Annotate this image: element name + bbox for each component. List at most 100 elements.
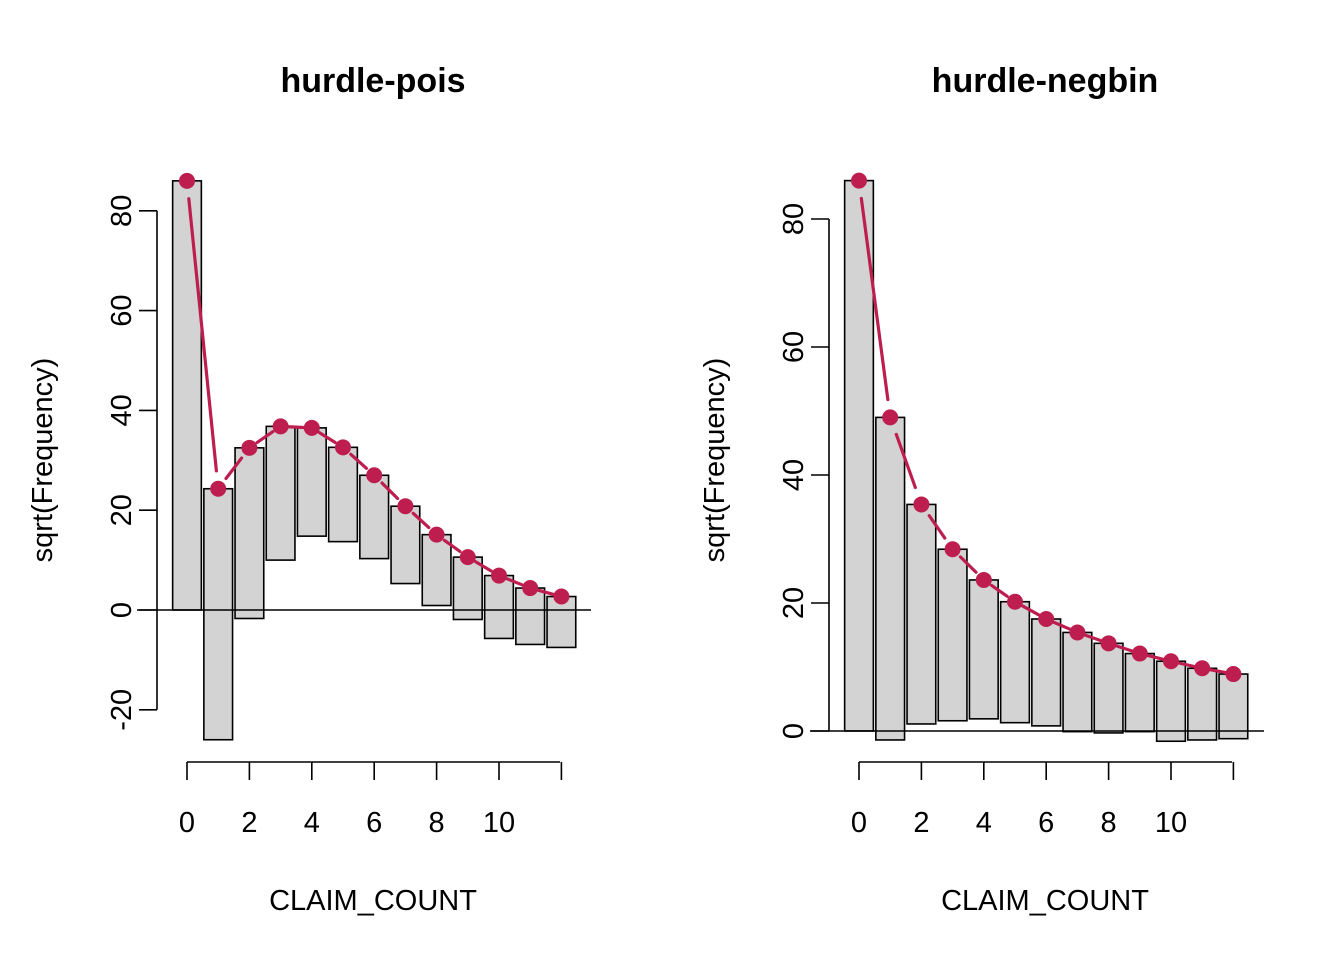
expected-point-4: [975, 571, 992, 588]
expected-point-5: [1007, 593, 1023, 610]
x-tick-label-4: 4: [976, 807, 992, 839]
expected-line-segment-9: [1145, 653, 1165, 661]
y-tick-label-40: 40: [106, 394, 138, 426]
bar-0: [843, 179, 875, 732]
x-tick-label-6: 6: [366, 807, 382, 839]
expected-line-segment-7: [1083, 633, 1103, 643]
expected-point-8: [428, 526, 445, 543]
expected-line-segment-10: [1177, 661, 1197, 669]
x-tick-label-8: 8: [1101, 807, 1117, 839]
bar-1: [203, 487, 234, 741]
expected-line-segment-1: [894, 432, 917, 490]
bar-11: [515, 587, 546, 646]
expected-line-segment-3: [958, 555, 978, 574]
expected-line-segment-0: [187, 197, 218, 473]
bar-0: [171, 180, 203, 611]
expected-line-segment-7: [411, 511, 431, 530]
bar-12: [1218, 673, 1249, 740]
panel-hurdle-pois: hurdle-pois -20 0 20 40 60 80 0 2 4 6 8 10 CLAIM_COUN…: [27, 62, 591, 917]
y-tick-label-80: 80: [778, 203, 810, 235]
expected-point-9: [1131, 645, 1148, 662]
y-tick-label-0: 0: [106, 602, 138, 618]
bar-1: [875, 416, 906, 741]
bar-9: [1124, 652, 1155, 733]
x-tick-label-0: 0: [179, 807, 195, 839]
y-axis-label: sqrt(Frequency): [27, 358, 59, 563]
x-tick-label-8: 8: [429, 807, 445, 839]
expected-line-segment-6: [380, 481, 400, 501]
bar-2: [906, 503, 937, 725]
expected-line-segment-11: [1208, 668, 1228, 675]
expected-point-0: [179, 172, 195, 189]
bar-3: [937, 548, 968, 722]
expected-point-10: [1163, 653, 1179, 670]
bar-9: [452, 556, 483, 621]
expected-line-segment-8: [442, 538, 462, 554]
expected-line-segment-2: [255, 430, 275, 445]
expected-point-0: [851, 172, 867, 189]
expected-point-6: [366, 467, 383, 484]
expected-line-segment-0: [859, 196, 890, 402]
chart-title: hurdle-pois: [280, 62, 465, 100]
expected-point-4: [303, 419, 320, 436]
bar-6: [359, 474, 390, 560]
expected-line-segment-6: [1052, 620, 1072, 631]
x-axis-label: CLAIM_COUNT: [941, 885, 1149, 917]
x-tick-label-2: 2: [241, 807, 257, 839]
bar-12: [546, 595, 577, 649]
expected-point-12: [1225, 666, 1242, 683]
expected-point-8: [1100, 635, 1117, 652]
bar-3: [265, 425, 296, 561]
bar-7: [390, 505, 421, 585]
expected-point-2: [241, 439, 258, 456]
expected-point-1: [882, 409, 899, 426]
expected-point-1: [210, 480, 227, 497]
y-tick-label-20: 20: [106, 494, 138, 526]
expected-point-7: [1069, 624, 1086, 641]
y-tick-label-60: 60: [778, 331, 810, 363]
expected-line-segment-2: [927, 514, 947, 540]
bar-6: [1031, 618, 1062, 727]
bar-5: [327, 446, 359, 543]
expected-line-segment-9: [474, 560, 493, 573]
bar-4: [296, 427, 327, 537]
expected-point-7: [397, 498, 414, 515]
expected-point-11: [1194, 660, 1211, 677]
bar-2: [234, 447, 265, 620]
panel-hurdle-negbin: hurdle-negbin 0 20 40 60 80 0 2 4 6 8 10 CLAIM_COUNT…: [699, 62, 1264, 917]
x-axis-label: CLAIM_COUNT: [269, 885, 477, 917]
bar-8: [1093, 642, 1124, 734]
expected-point-9: [459, 549, 476, 566]
expected-line-segment-10: [505, 577, 525, 587]
y-tick-label-80: 80: [106, 195, 138, 227]
expected-line-segment-5: [1021, 604, 1041, 617]
bar-10: [1155, 660, 1187, 743]
expected-point-6: [1038, 611, 1055, 627]
y-axis-label: sqrt(Frequency): [699, 358, 731, 563]
y-tick-label--20: -20: [106, 689, 138, 731]
y-tick-label-20: 20: [778, 587, 810, 619]
bar-7: [1062, 631, 1093, 733]
expected-point-3: [944, 541, 961, 558]
x-tick-label-2: 2: [913, 807, 929, 839]
y-tick-label-40: 40: [778, 459, 810, 491]
expected-point-11: [522, 580, 539, 597]
expected-line-segment-5: [349, 452, 368, 470]
x-tick-label-0: 0: [851, 807, 867, 839]
bar-11: [1187, 667, 1218, 741]
expected-line-segment-8: [1114, 644, 1134, 653]
expected-line-segment-3: [286, 425, 306, 430]
expected-point-2: [913, 496, 930, 513]
y-tick-label-60: 60: [106, 294, 138, 326]
expected-point-3: [272, 418, 289, 435]
expected-point-5: [335, 439, 351, 456]
expected-point-12: [553, 588, 570, 605]
bar-4: [968, 579, 999, 720]
expected-line-segment-1: [224, 456, 244, 481]
expected-line-segment-11: [536, 588, 556, 597]
x-tick-label-10: 10: [483, 807, 515, 839]
expected-point-10: [491, 567, 507, 584]
y-tick-label-0: 0: [778, 723, 810, 739]
bar-5: [999, 600, 1031, 724]
